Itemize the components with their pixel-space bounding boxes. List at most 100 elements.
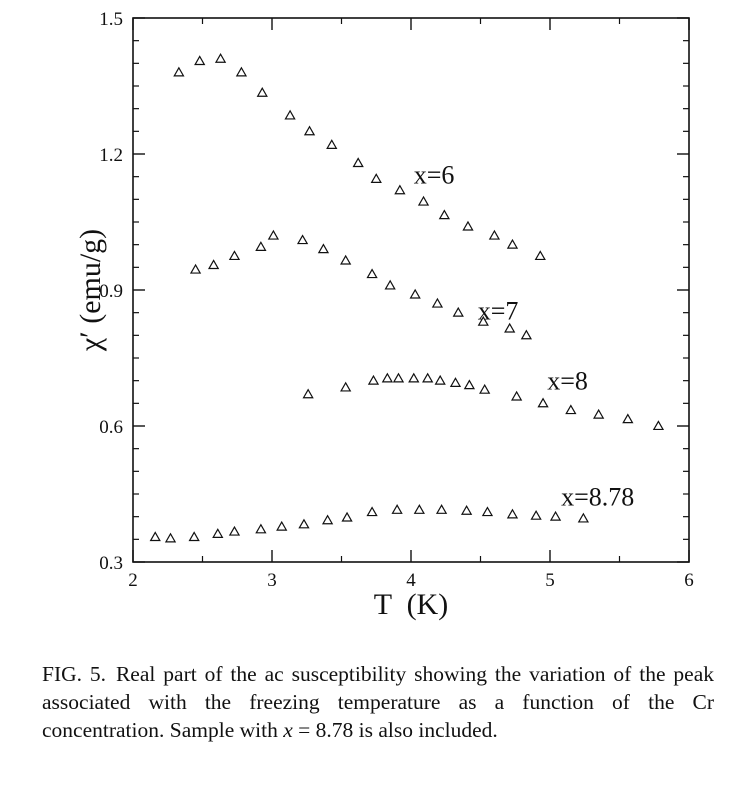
data-point-triangle — [577, 512, 589, 523]
caption-text-before: Real part of the ac susceptibility showi… — [42, 662, 714, 742]
data-point-triangle — [593, 408, 605, 419]
data-point-triangle — [381, 372, 394, 383]
axis-ticks — [132, 17, 690, 563]
series-3 — [149, 504, 589, 543]
data-point-triangle — [326, 139, 338, 149]
data-point-triangle — [477, 315, 489, 326]
data-point-triangle — [434, 374, 446, 385]
y-tick-label: 1.2 — [99, 145, 123, 166]
data-point-triangle — [284, 109, 296, 120]
data-point-triangle — [370, 173, 382, 183]
data-point-triangle — [549, 510, 562, 521]
data-point-triangle — [214, 52, 227, 63]
y-axis-title: χ′ (emu/g) — [74, 229, 107, 352]
caption-variable: x — [283, 718, 293, 742]
x-tick-label: 2 — [128, 570, 138, 591]
data-point-triangle — [321, 514, 334, 525]
data-point-triangle — [479, 383, 491, 394]
data-point-triangle — [149, 531, 161, 542]
series-label: x=8.78 — [561, 482, 634, 511]
data-point-triangle — [413, 504, 425, 514]
data-point-triangle — [504, 322, 516, 333]
x-axis-title: T (K) — [374, 588, 448, 621]
y-tick-label: 0.9 — [99, 281, 123, 302]
data-point-triangle — [449, 377, 462, 387]
series-label: x=6 — [414, 160, 455, 189]
series-labels: x=6 x=7 x=8 x=8.78 — [414, 160, 635, 511]
data-point-triangle — [267, 229, 280, 240]
data-point-triangle — [652, 420, 665, 431]
data-point-triangle — [298, 518, 310, 529]
caption-text-after: is also included. — [353, 718, 498, 742]
data-point-triangle — [520, 329, 533, 340]
data-point-triangle — [391, 504, 403, 514]
data-point-triangle — [530, 509, 542, 520]
y-tick-label: 0.6 — [99, 417, 123, 438]
data-point-triangle — [228, 525, 241, 536]
data-point-triangle — [212, 528, 224, 538]
figure-plot: 2 3 4 5 6 0.3 0.6 0.9 1.2 1.5 x=6 x=7 x=8 x=8.78 T (… — [74, 9, 694, 621]
series-label: x=8 — [547, 367, 588, 396]
data-point-triangle — [255, 241, 267, 251]
series-label: x=7 — [478, 296, 519, 325]
data-point-triangle — [207, 259, 220, 270]
series-0 — [173, 52, 546, 261]
data-point-triangle — [188, 531, 200, 542]
data-point-triangle — [565, 404, 577, 415]
data-point-triangle — [366, 268, 378, 279]
data-point-triangle — [417, 195, 430, 206]
axis-tick-labels: 2 3 4 5 6 0.3 0.6 0.9 1.2 1.5 — [99, 9, 694, 591]
data-points — [149, 52, 665, 543]
y-tick-label: 1.5 — [99, 9, 123, 30]
data-point-triangle — [303, 125, 316, 136]
data-point-triangle — [462, 220, 474, 231]
data-point-triangle — [341, 511, 353, 522]
data-point-triangle — [392, 372, 405, 383]
caption-label: FIG. 5. — [42, 662, 107, 686]
x-tick-label: 4 — [406, 570, 416, 591]
data-point-triangle — [481, 506, 494, 517]
caption-text-mid: = — [292, 718, 316, 742]
x-tick-label: 6 — [684, 570, 694, 591]
data-point-triangle — [435, 504, 448, 514]
data-point-triangle — [352, 157, 364, 168]
data-point-triangle — [452, 306, 464, 317]
data-point-triangle — [511, 390, 523, 401]
series-2 — [302, 372, 665, 431]
data-point-triangle — [235, 66, 248, 77]
data-point-triangle — [463, 379, 476, 390]
data-point-triangle — [506, 238, 519, 249]
y-tick-label: 0.3 — [99, 553, 123, 574]
x-tick-label: 5 — [545, 570, 555, 591]
data-point-triangle — [431, 297, 444, 308]
data-point-triangle — [164, 532, 177, 543]
data-point-triangle — [460, 504, 473, 515]
data-point-triangle — [537, 397, 549, 408]
data-point-triangle — [534, 250, 546, 261]
data-point-triangle — [256, 86, 268, 97]
data-point-triangle — [189, 263, 202, 274]
series-1 — [189, 229, 533, 340]
data-point-triangle — [228, 250, 241, 261]
data-point-triangle — [422, 372, 434, 383]
data-point-triangle — [394, 184, 406, 195]
caption-value: 8.78 — [315, 718, 354, 742]
data-point-triangle — [194, 55, 206, 66]
data-point-triangle — [317, 243, 330, 254]
figure-caption: FIG. 5. Real part of the ac susceptibili… — [42, 660, 714, 744]
data-point-triangle — [438, 209, 450, 220]
data-point-triangle — [340, 381, 352, 392]
data-point-triangle — [488, 229, 501, 240]
data-point-triangle — [384, 279, 396, 290]
data-point-triangle — [296, 234, 309, 245]
plot-frame — [132, 17, 690, 563]
data-point-triangle — [173, 66, 185, 77]
data-point-triangle — [622, 413, 634, 424]
data-point-triangle — [255, 523, 267, 534]
data-point-triangle — [409, 288, 421, 299]
data-point-triangle — [302, 388, 314, 399]
data-point-triangle — [366, 506, 378, 517]
data-point-triangle — [408, 372, 420, 383]
data-point-triangle — [506, 508, 519, 519]
data-point-triangle — [367, 374, 380, 385]
